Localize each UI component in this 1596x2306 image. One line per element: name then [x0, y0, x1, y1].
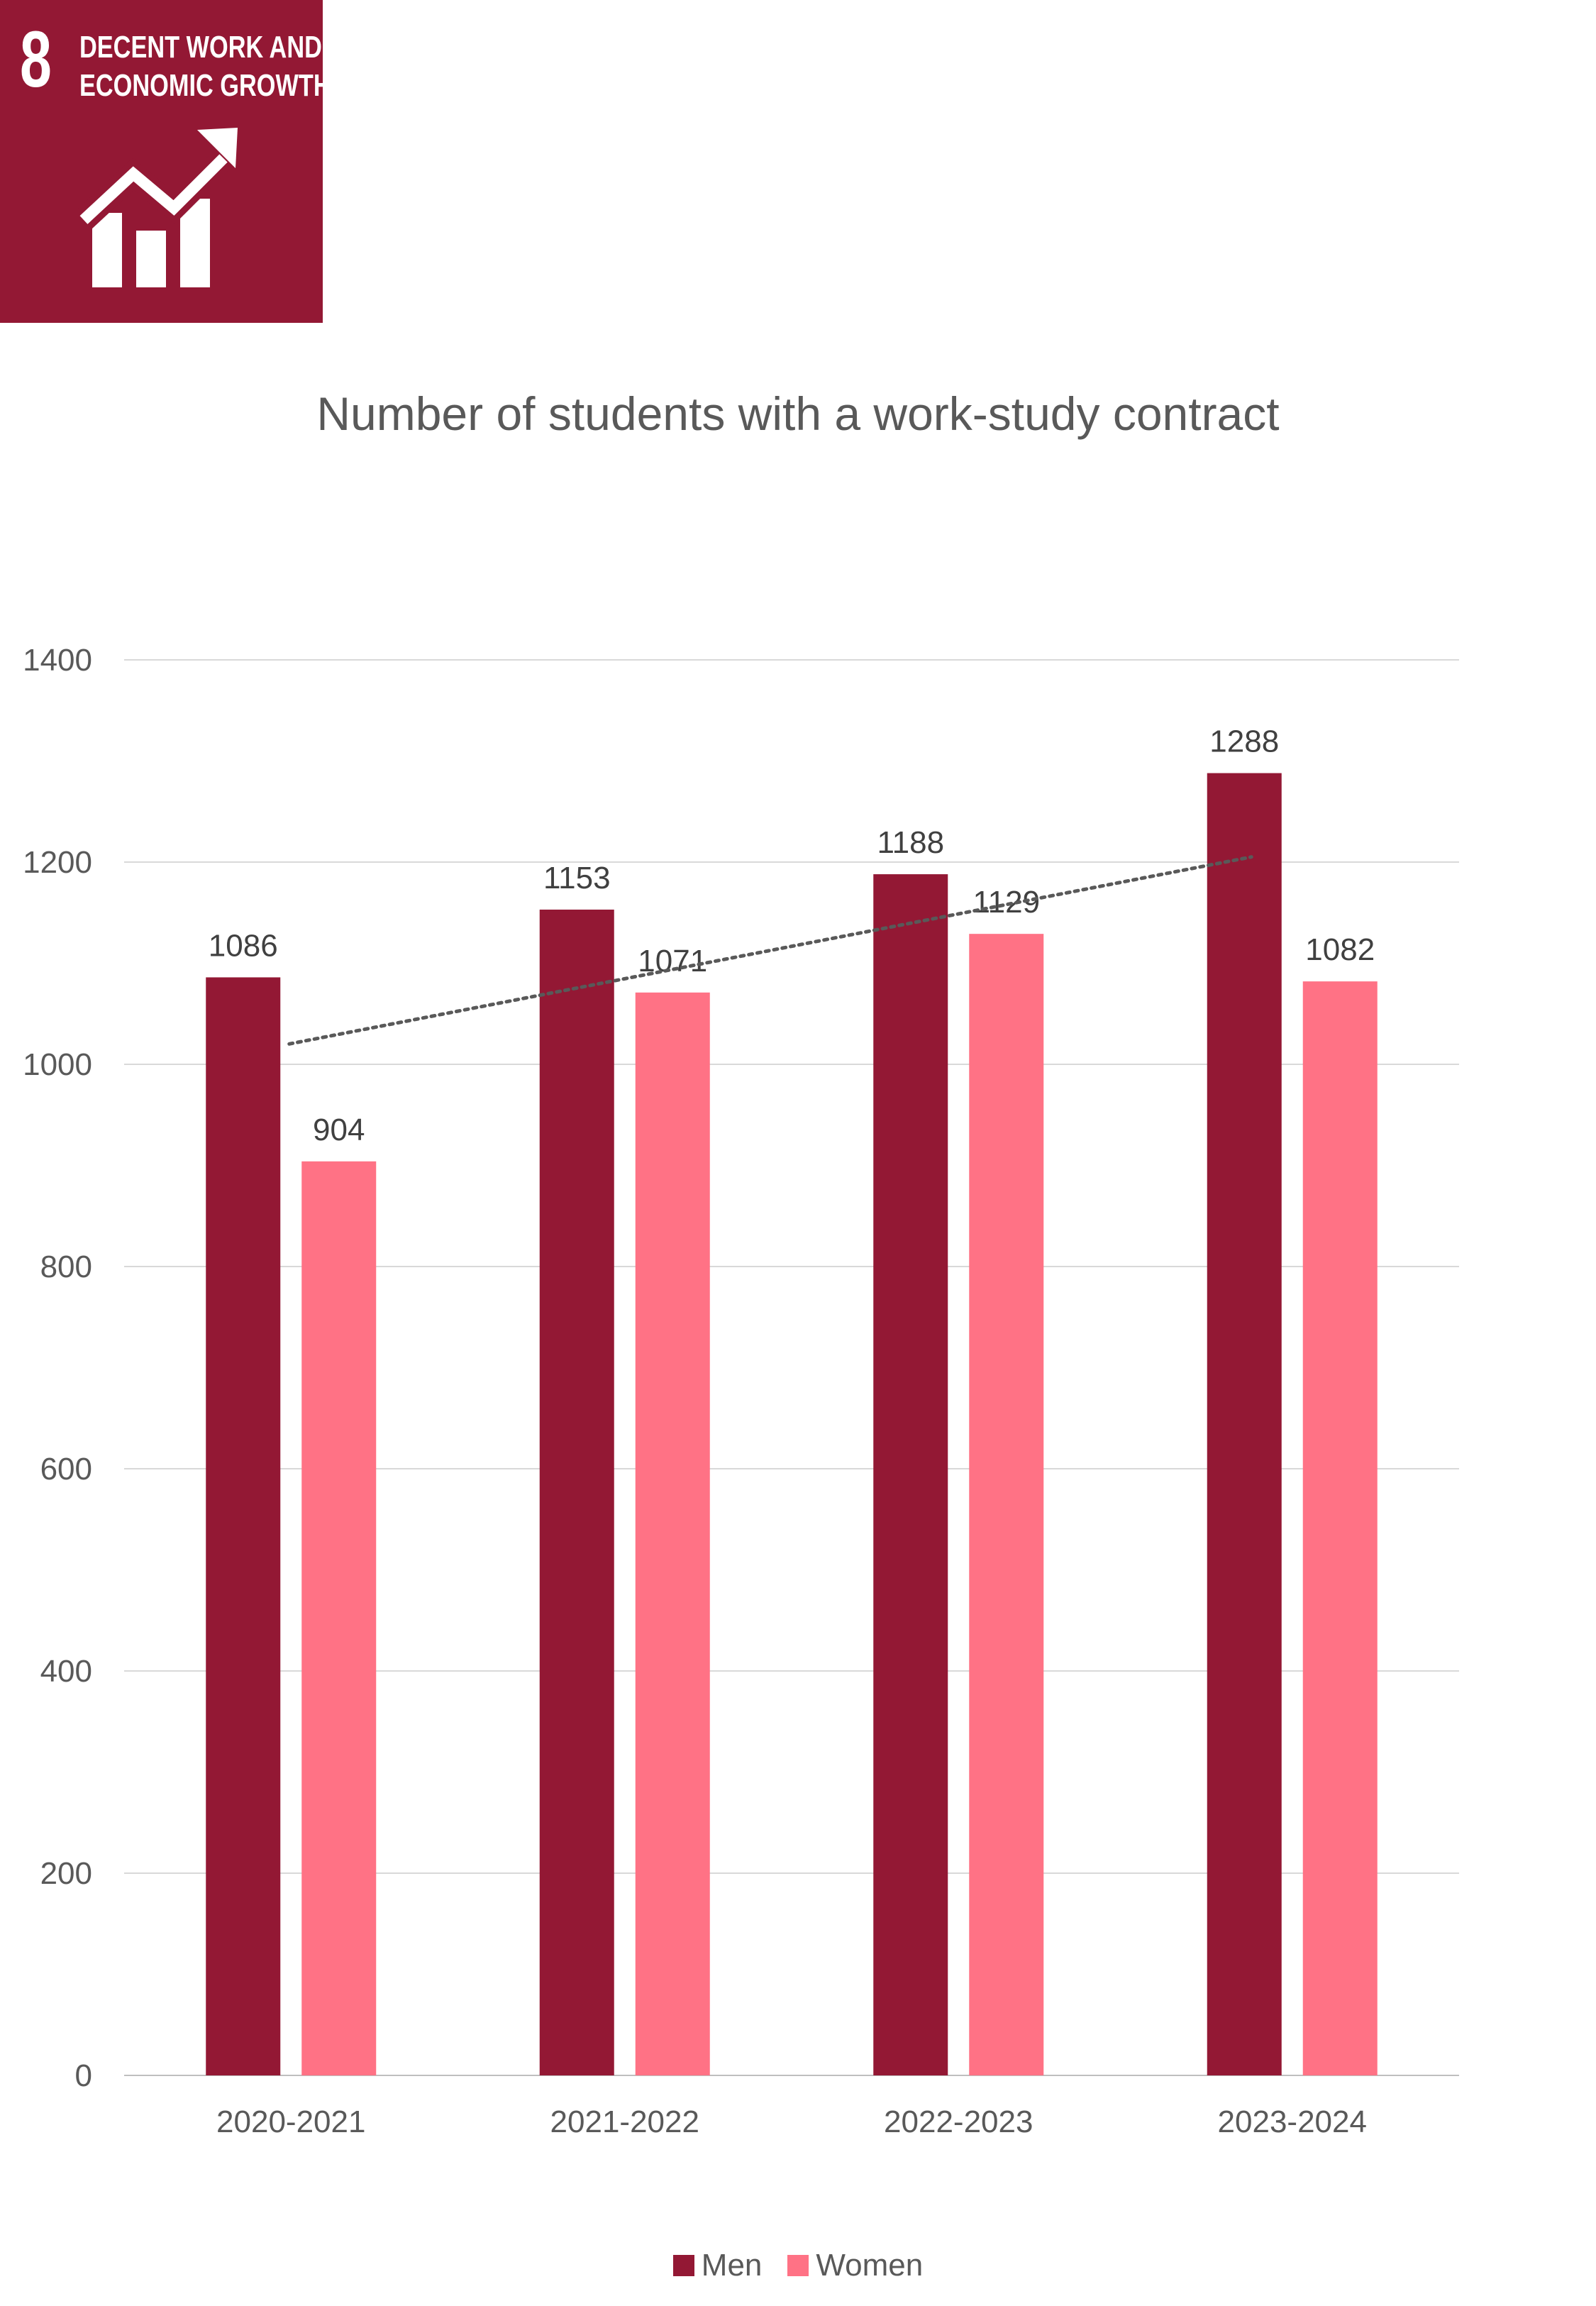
data-label: 1129 — [972, 885, 1040, 920]
bar-women — [301, 1161, 377, 2075]
legend-item-men: Men — [672, 2248, 763, 2283]
sdg-title-line-1: DECENT WORK AND — [79, 30, 322, 65]
bar-women — [1302, 981, 1378, 2075]
legend-label-men: Men — [701, 2248, 763, 2283]
y-tick-label: 0 — [75, 2058, 92, 2093]
y-tick-label: 1200 — [23, 845, 92, 880]
data-label: 904 — [313, 1113, 365, 1147]
sdg-number: 8 — [20, 15, 52, 104]
x-tick-label: 2021-2022 — [550, 2104, 699, 2139]
legend-label-women: Women — [816, 2248, 924, 2283]
chart-legend: Men Women — [0, 2248, 1596, 2283]
x-tick-label: 2022-2023 — [884, 2104, 1033, 2139]
sdg-title-line-2: ECONOMIC GROWTH — [79, 68, 331, 103]
legend-swatch-women — [787, 2255, 809, 2276]
y-tick-label: 400 — [40, 1654, 92, 1689]
data-label: 1086 — [209, 928, 278, 963]
y-tick-label: 1400 — [23, 643, 92, 678]
bar-women — [635, 992, 710, 2075]
bar-men — [206, 977, 281, 2075]
sdg-badge: 8 DECENT WORK AND ECONOMIC GROWTH — [0, 0, 331, 323]
legend-swatch-men — [672, 2255, 694, 2276]
bar-men — [873, 874, 948, 2075]
bar-men — [1207, 773, 1282, 2075]
x-tick-label: 2020-2021 — [216, 2104, 365, 2139]
data-label: 1153 — [543, 861, 611, 895]
y-tick-label: 200 — [40, 1856, 92, 1891]
bar-women — [969, 934, 1044, 2075]
sdg-title: DECENT WORK AND ECONOMIC GROWTH — [79, 28, 331, 105]
growth-chart-icon — [78, 128, 240, 287]
y-tick-label: 1000 — [23, 1047, 92, 1082]
bar-men — [539, 909, 614, 2075]
chart-title: Number of students with a work-study con… — [316, 387, 1280, 440]
data-label: 1082 — [1305, 932, 1375, 967]
trendline — [287, 855, 1253, 1046]
data-label: 1288 — [1209, 724, 1279, 759]
x-tick-label: 2023-2024 — [1218, 2104, 1367, 2139]
y-tick-label: 600 — [40, 1452, 92, 1486]
y-tick-label: 800 — [40, 1249, 92, 1284]
legend-item-women: Women — [787, 2248, 923, 2283]
data-label: 1188 — [877, 825, 944, 860]
